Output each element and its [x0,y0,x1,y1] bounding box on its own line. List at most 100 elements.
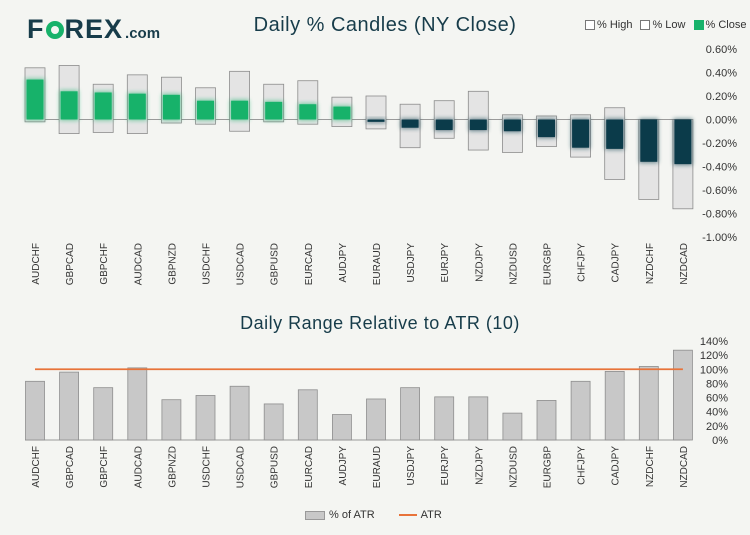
legend-high-swatch [585,20,595,30]
legend-close: % Close [693,19,747,31]
close-body [231,100,249,120]
atr-bar [263,403,284,441]
atr-bar [331,414,352,441]
candle-xtick-label: AUDJPY [338,243,349,283]
atr-bar [638,366,659,441]
bar-xtick-label: CADJPY [611,446,622,486]
atr-bar [366,398,386,441]
bar-xtick-label: NZDCHF [645,446,656,487]
close-body [674,119,692,165]
bar-xtick-label: NZDJPY [474,446,485,485]
bar-ytick-label: 60% [706,393,728,405]
candle-xtick-label: EURAUD [372,243,383,285]
close-body [572,119,590,148]
atr-legend: % of ATR ATR [305,509,442,521]
candle-chart-title: Daily % Candles (NY Close) [253,14,517,36]
atr-bar [161,399,182,441]
bar-ytick-label: 140% [700,336,728,348]
atr-bar [434,396,455,441]
bar-xtick-label: EURAUD [372,446,383,488]
bar-xtick-label: CHFJPY [577,446,588,485]
bar-xtick-label: NZDUSD [508,446,519,488]
atr-bar-plot: 140% 120% 100% 80% 60% 40% 20% 0% AUDCHF GBPCAD GB… [25,336,728,488]
atr-bar [400,387,421,441]
legend-pct-atr: % of ATR [305,509,375,521]
bar-xtick-label: AUDJPY [338,446,349,486]
bar-xtick-label: GBPCAD [65,446,76,488]
bar-ytick-label: 100% [700,364,728,376]
bar-ytick-label: 0% [712,435,728,447]
close-body [197,100,214,120]
candle-xtick-label: USDJPY [406,243,417,283]
close-body [94,92,112,120]
candle-xtick-label: NZDCHF [645,243,656,284]
atr-bar [468,396,489,441]
candle-ytick-label: 0.00% [706,115,737,127]
legend-atr: ATR [398,509,442,521]
bar-xtick-label: GBPNZD [167,446,178,488]
close-body [128,93,146,120]
atr-bar [570,380,591,441]
bar-xtick-label: GBPUSD [270,446,281,488]
bar-ytick-label: 120% [700,350,728,362]
candle-ytick-label: -0.80% [702,209,737,221]
close-body [60,91,78,120]
candle-xtick-label: CHFJPY [577,243,588,282]
logo-left-text: F [27,14,45,44]
close-body [265,101,283,120]
atr-bar [93,387,114,441]
close-body [640,119,658,162]
atr-chart-title: Daily Range Relative to ATR (10) [240,313,520,333]
legend-high-label: % High [597,19,633,31]
candle-ytick-label: 0.60% [706,44,737,56]
forex-logo[interactable]: F REX .com [27,14,160,44]
candle-ytick-label: -0.40% [702,162,737,174]
bar-xtick-label: USDJPY [406,446,417,486]
candle-xtick-label: AUDCHF [31,243,42,285]
candle-xtick-label: NZDCAD [679,243,690,285]
bar-xtick-label: EURCAD [304,446,315,488]
candle-legend: % High % Low % Close [585,19,746,31]
candle-xtick-label: EURJPY [440,243,451,283]
logo-right-text: REX [64,14,124,44]
bar-xtick-label: USDCAD [236,446,247,488]
legend-atr-swatch [398,514,417,516]
legend-low-swatch [640,20,651,30]
close-body [538,119,555,138]
legend-pct-atr-swatch [305,510,325,520]
logo-circle-icon [45,21,64,39]
close-body [299,104,317,120]
atr-bar [195,395,216,441]
bar-xtick-label: NZDCAD [679,446,690,488]
atr-bar [673,349,693,441]
candle-ytick-label: 0.20% [706,91,737,103]
candle-plot: 0.60% 0.40% 0.20% 0.00% -0.20% -0.40% -0.60% -0… [24,44,737,286]
close-body [401,119,419,128]
bar-xtick-label: GBPCHF [99,446,110,488]
bar-xtick-label: EURGBP [543,446,554,489]
bar-ytick-label: 20% [706,421,728,433]
atr-bar [502,412,523,441]
range-box [365,95,387,130]
candle-ytick-label: -0.20% [702,138,737,150]
bar-xtick-label: AUDCHF [31,446,42,488]
close-body [162,94,180,120]
atr-bar [127,367,148,441]
bar-xtick-label: AUDCAD [133,446,144,488]
logo-domain: .com [125,25,161,42]
close-body [435,119,453,131]
candle-ytick-label: 0.40% [706,68,737,80]
candle-xtick-label: GBPUSD [270,243,281,285]
candle-xtick-label: GBPNZD [167,243,178,285]
candle-xtick-label: CADJPY [611,243,622,283]
candle-ytick-label: -0.60% [702,185,737,197]
bar-ytick-label: 40% [706,407,728,419]
legend-atr-label: ATR [420,509,442,521]
candle-xtick-label: EURGBP [543,243,554,286]
close-body [26,79,44,120]
bar-xtick-label: USDCHF [202,446,213,488]
legend-close-label: % Close [705,19,747,31]
legend-pct-atr-label: % of ATR [329,509,375,521]
legend-low-label: % Low [652,19,686,31]
